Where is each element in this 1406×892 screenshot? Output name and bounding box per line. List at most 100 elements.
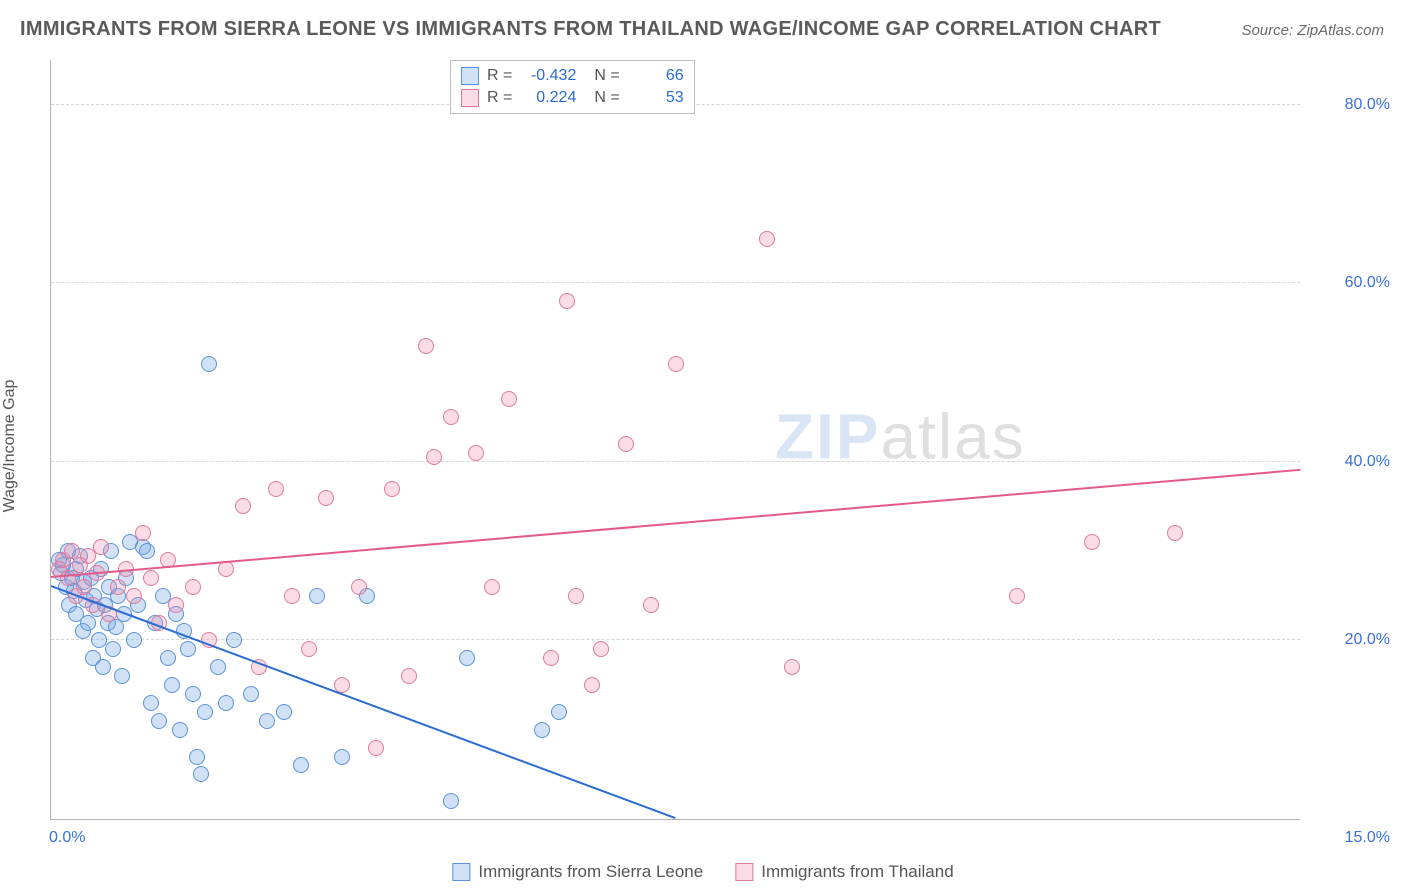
data-point-sierra_leone	[164, 677, 180, 693]
r-value-thailand: 0.224	[520, 87, 576, 109]
data-point-thailand	[351, 579, 367, 595]
series-legend: Immigrants from Sierra Leone Immigrants …	[452, 862, 953, 882]
data-point-thailand	[784, 659, 800, 675]
r-value-sierra-leone: -0.432	[520, 65, 576, 87]
data-point-thailand	[168, 597, 184, 613]
data-point-sierra_leone	[114, 668, 130, 684]
data-point-thailand	[284, 588, 300, 604]
data-point-thailand	[401, 668, 417, 684]
data-point-sierra_leone	[180, 641, 196, 657]
swatch-thailand	[461, 89, 479, 107]
data-point-thailand	[501, 391, 517, 407]
data-point-thailand	[484, 579, 500, 595]
data-point-thailand	[418, 338, 434, 354]
data-point-thailand	[593, 641, 609, 657]
data-point-sierra_leone	[334, 749, 350, 765]
data-point-thailand	[543, 650, 559, 666]
data-point-thailand	[384, 481, 400, 497]
y-tick-label: 80.0%	[1310, 96, 1390, 114]
data-point-thailand	[668, 356, 684, 372]
data-point-thailand	[185, 579, 201, 595]
chart-container: IMMIGRANTS FROM SIERRA LEONE VS IMMIGRAN…	[0, 0, 1406, 892]
chart-title: IMMIGRANTS FROM SIERRA LEONE VS IMMIGRAN…	[20, 18, 1161, 41]
data-point-thailand	[76, 579, 92, 595]
n-value-thailand: 53	[628, 87, 684, 109]
correlation-row-sierra-leone: R = -0.432 N = 66	[461, 65, 684, 87]
data-point-sierra_leone	[293, 757, 309, 773]
legend-label-sierra-leone: Immigrants from Sierra Leone	[478, 862, 703, 882]
data-point-sierra_leone	[172, 722, 188, 738]
data-point-thailand	[584, 677, 600, 693]
data-point-sierra_leone	[126, 632, 142, 648]
y-axis-label: Wage/Income Gap	[1, 380, 19, 513]
y-tick-label: 60.0%	[1310, 274, 1390, 292]
x-tick-label: 0.0%	[49, 829, 85, 847]
n-label: N =	[594, 87, 619, 109]
data-point-thailand	[126, 588, 142, 604]
data-point-sierra_leone	[160, 650, 176, 666]
data-point-thailand	[135, 525, 151, 541]
data-point-sierra_leone	[151, 713, 167, 729]
data-point-thailand	[1009, 588, 1025, 604]
data-point-thailand	[235, 498, 251, 514]
gridline	[51, 461, 1300, 462]
data-point-sierra_leone	[201, 356, 217, 372]
n-value-sierra-leone: 66	[628, 65, 684, 87]
data-point-thailand	[93, 539, 109, 555]
data-point-sierra_leone	[210, 659, 226, 675]
data-point-sierra_leone	[197, 704, 213, 720]
data-point-sierra_leone	[185, 686, 201, 702]
data-point-thailand	[1167, 525, 1183, 541]
data-point-sierra_leone	[95, 659, 111, 675]
correlation-legend: R = -0.432 N = 66 R = 0.224 N = 53	[450, 60, 695, 114]
data-point-thailand	[618, 436, 634, 452]
legend-item-sierra-leone: Immigrants from Sierra Leone	[452, 862, 703, 882]
legend-label-thailand: Immigrants from Thailand	[761, 862, 953, 882]
correlation-row-thailand: R = 0.224 N = 53	[461, 87, 684, 109]
r-label: R =	[487, 87, 512, 109]
data-point-thailand	[559, 293, 575, 309]
data-point-sierra_leone	[259, 713, 275, 729]
data-point-thailand	[60, 570, 76, 586]
data-point-thailand	[426, 449, 442, 465]
trend-line-thailand	[51, 469, 1300, 578]
data-point-sierra_leone	[143, 695, 159, 711]
data-point-sierra_leone	[218, 695, 234, 711]
n-label: N =	[594, 65, 619, 87]
data-point-thailand	[110, 579, 126, 595]
data-point-thailand	[368, 740, 384, 756]
data-point-sierra_leone	[189, 749, 205, 765]
data-point-thailand	[643, 597, 659, 613]
source-attribution: Source: ZipAtlas.com	[1241, 22, 1384, 39]
y-tick-label: 20.0%	[1310, 631, 1390, 649]
data-point-sierra_leone	[193, 766, 209, 782]
plot-area: ZIPatlas 20.0%40.0%60.0%80.0%0.0%15.0%	[50, 60, 1300, 820]
data-point-sierra_leone	[309, 588, 325, 604]
swatch-sierra-leone	[452, 863, 470, 881]
data-point-thailand	[568, 588, 584, 604]
legend-item-thailand: Immigrants from Thailand	[735, 862, 953, 882]
data-point-sierra_leone	[551, 704, 567, 720]
data-point-sierra_leone	[139, 543, 155, 559]
data-point-thailand	[759, 231, 775, 247]
data-point-sierra_leone	[443, 793, 459, 809]
data-point-thailand	[143, 570, 159, 586]
data-point-sierra_leone	[276, 704, 292, 720]
data-point-thailand	[468, 445, 484, 461]
swatch-sierra-leone	[461, 67, 479, 85]
r-label: R =	[487, 65, 512, 87]
data-point-thailand	[268, 481, 284, 497]
gridline	[51, 282, 1300, 283]
data-point-sierra_leone	[226, 632, 242, 648]
data-point-thailand	[318, 490, 334, 506]
x-tick-label: 15.0%	[1310, 829, 1390, 847]
swatch-thailand	[735, 863, 753, 881]
data-point-thailand	[443, 409, 459, 425]
data-point-sierra_leone	[534, 722, 550, 738]
data-point-sierra_leone	[459, 650, 475, 666]
y-tick-label: 40.0%	[1310, 453, 1390, 471]
data-point-sierra_leone	[243, 686, 259, 702]
data-point-thailand	[301, 641, 317, 657]
data-point-thailand	[1084, 534, 1100, 550]
data-point-sierra_leone	[105, 641, 121, 657]
